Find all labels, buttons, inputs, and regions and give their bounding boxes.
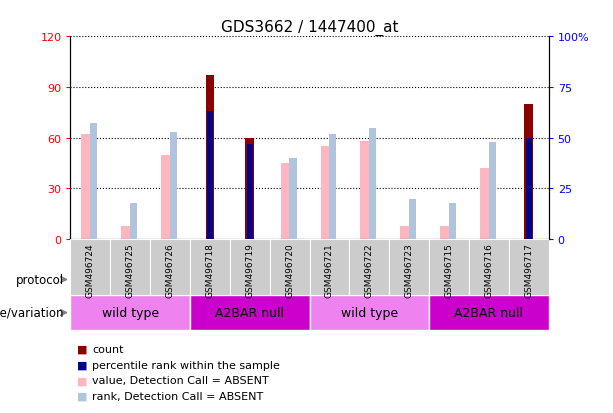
- Text: count: count: [92, 344, 123, 354]
- Bar: [400, 226, 411, 240]
- Bar: [70, 295, 190, 330]
- Bar: [469, 240, 509, 295]
- Text: ■: ■: [77, 344, 87, 354]
- Text: ■: ■: [77, 391, 87, 401]
- Bar: [270, 240, 310, 295]
- Text: value, Detection Call = ABSENT: value, Detection Call = ABSENT: [92, 375, 268, 385]
- Text: control: control: [169, 273, 211, 286]
- Text: A2BAR null: A2BAR null: [454, 306, 524, 319]
- Bar: [246, 145, 253, 240]
- Text: rank, Detection Call = ABSENT: rank, Detection Call = ABSENT: [92, 391, 263, 401]
- Bar: [360, 142, 371, 240]
- Text: GSM496720: GSM496720: [285, 242, 294, 297]
- Text: A2BAR null: A2BAR null: [215, 306, 284, 319]
- Bar: [480, 169, 491, 240]
- Bar: [281, 164, 292, 240]
- Text: GSM496716: GSM496716: [484, 242, 493, 297]
- Bar: [489, 142, 496, 240]
- Text: GSM496717: GSM496717: [524, 242, 533, 297]
- Bar: [349, 240, 389, 295]
- Bar: [440, 226, 451, 240]
- Text: ischemic preconditioning: ischemic preconditioning: [351, 273, 508, 286]
- Text: GSM496721: GSM496721: [325, 242, 334, 297]
- Text: GSM496726: GSM496726: [166, 242, 175, 297]
- Bar: [525, 138, 532, 240]
- Bar: [230, 240, 270, 295]
- Bar: [207, 112, 213, 240]
- Bar: [245, 138, 254, 240]
- Bar: [409, 199, 416, 240]
- Text: wild type: wild type: [341, 306, 398, 319]
- Bar: [121, 226, 132, 240]
- Text: GSM496725: GSM496725: [126, 242, 135, 297]
- Text: ■: ■: [77, 375, 87, 385]
- Bar: [190, 295, 310, 330]
- Text: protocol: protocol: [16, 273, 64, 286]
- Text: GSM496722: GSM496722: [365, 242, 374, 297]
- Bar: [161, 155, 172, 240]
- Bar: [310, 240, 349, 295]
- Bar: [90, 124, 97, 240]
- Text: GSM496724: GSM496724: [86, 242, 95, 297]
- Bar: [70, 264, 310, 295]
- Bar: [170, 132, 177, 240]
- Bar: [82, 135, 93, 240]
- Bar: [524, 104, 533, 240]
- Bar: [321, 147, 332, 240]
- Text: GSM496719: GSM496719: [245, 242, 254, 297]
- Text: percentile rank within the sample: percentile rank within the sample: [92, 360, 280, 370]
- Text: wild type: wild type: [102, 306, 159, 319]
- Bar: [150, 240, 190, 295]
- Text: ■: ■: [77, 360, 87, 370]
- Text: GSM496718: GSM496718: [205, 242, 215, 297]
- Text: genotype/variation: genotype/variation: [0, 306, 64, 319]
- Bar: [130, 203, 137, 240]
- Bar: [389, 240, 429, 295]
- Bar: [429, 295, 549, 330]
- Bar: [429, 240, 469, 295]
- Bar: [190, 240, 230, 295]
- Bar: [449, 203, 456, 240]
- Bar: [205, 76, 215, 240]
- Bar: [70, 240, 110, 295]
- Bar: [329, 134, 337, 240]
- Bar: [110, 240, 150, 295]
- Text: GSM496723: GSM496723: [405, 242, 414, 297]
- Bar: [310, 295, 429, 330]
- Bar: [289, 159, 297, 240]
- Bar: [509, 240, 549, 295]
- Bar: [369, 128, 376, 240]
- Text: GSM496715: GSM496715: [444, 242, 454, 297]
- Bar: [310, 264, 549, 295]
- Title: GDS3662 / 1447400_at: GDS3662 / 1447400_at: [221, 20, 398, 36]
